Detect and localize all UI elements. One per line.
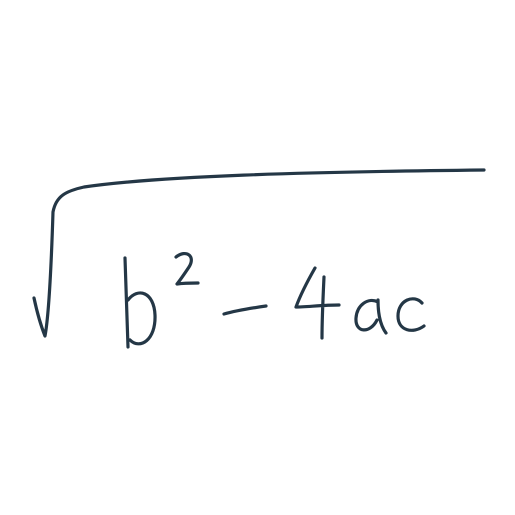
radical-sign [32,168,486,338]
minus-sign [222,304,268,316]
superscript-two [174,252,200,286]
digit-four [294,266,341,340]
letter-b [123,256,157,349]
letter-a [354,298,388,335]
letter-c [396,297,426,332]
